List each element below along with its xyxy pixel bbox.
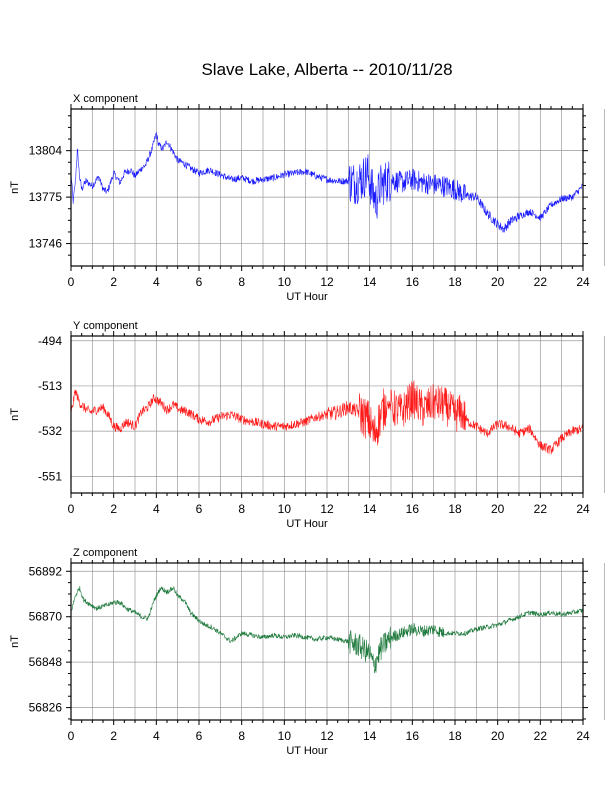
y-tick-label: 56892: [29, 564, 63, 578]
x-tick-label: 20: [491, 729, 505, 743]
x-tick-label: 14: [363, 729, 377, 743]
panel-label: Y component: [73, 320, 138, 332]
y-tick-label: -494: [38, 334, 62, 348]
x-tick-label: 22: [534, 275, 548, 289]
x-tick-label: 18: [448, 275, 462, 289]
x-tick-label: 4: [153, 502, 160, 516]
y-tick-label: -513: [38, 379, 62, 393]
x-tick-label: 4: [153, 275, 160, 289]
x-tick-label: 8: [238, 502, 245, 516]
x-tick-label: 22: [534, 502, 548, 516]
x-tick-label: 6: [196, 502, 203, 516]
x-tick-label: 10: [278, 729, 292, 743]
x-tick-label: 12: [320, 275, 334, 289]
x-tick-label: 12: [320, 729, 334, 743]
x-tick-label: 20: [491, 502, 505, 516]
x-tick-label: 0: [68, 502, 75, 516]
x-tick-label: 24: [576, 729, 590, 743]
x-axis-label: UT Hour: [286, 291, 328, 303]
x-tick-label: 24: [576, 502, 590, 516]
x-tick-label: 16: [406, 502, 420, 516]
x-tick-label: 24: [576, 275, 590, 289]
x-tick-label: 2: [110, 729, 117, 743]
x-tick-label: 0: [68, 275, 75, 289]
y-tick-label: 56826: [29, 701, 63, 715]
y-tick-label: -551: [38, 469, 62, 483]
x-tick-label: 2: [110, 275, 117, 289]
panel-label: Z component: [73, 547, 137, 559]
y-tick-label: 13804: [29, 144, 63, 158]
x-tick-label: 8: [238, 729, 245, 743]
x-tick-label: 12: [320, 502, 334, 516]
series-line: [70, 380, 584, 455]
x-tick-label: 18: [448, 502, 462, 516]
x-tick-label: 6: [196, 275, 203, 289]
y-tick-label: 13775: [29, 190, 63, 204]
x-tick-label: 10: [278, 502, 292, 516]
series-line: [70, 131, 584, 233]
y-axis-label: nT: [9, 635, 21, 648]
y-tick-label: 13746: [29, 237, 63, 251]
series-line: [70, 585, 584, 674]
x-tick-label: 22: [534, 729, 548, 743]
x-tick-label: 10: [278, 275, 292, 289]
x-tick-label: 20: [491, 275, 505, 289]
y-axis-label: nT: [9, 408, 21, 421]
x-tick-label: 0: [68, 729, 75, 743]
x-tick-label: 18: [448, 729, 462, 743]
panel-label: X component: [73, 93, 138, 105]
x-axis-label: UT Hour: [286, 745, 328, 757]
x-tick-label: 14: [363, 275, 377, 289]
x-tick-label: 6: [196, 729, 203, 743]
x-tick-label: 16: [406, 275, 420, 289]
x-axis-label: UT Hour: [286, 518, 328, 530]
x-tick-label: 2: [110, 502, 117, 516]
y-tick-label: 56848: [29, 655, 63, 669]
x-tick-label: 8: [238, 275, 245, 289]
x-tick-label: 14: [363, 502, 377, 516]
chart-title: Slave Lake, Alberta -- 2010/11/28: [201, 60, 452, 79]
x-tick-label: 4: [153, 729, 160, 743]
y-axis-label: nT: [9, 181, 21, 194]
y-tick-label: 56870: [29, 610, 63, 624]
y-tick-label: -532: [38, 424, 62, 438]
x-tick-label: 16: [406, 729, 420, 743]
